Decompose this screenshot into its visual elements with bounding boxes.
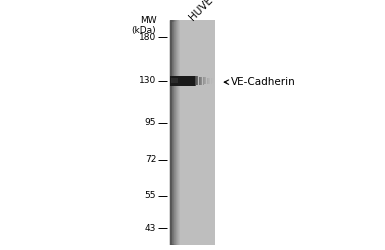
Bar (204, 77, 205, 84)
Bar (170, 20, 179, 245)
Bar (170, 20, 176, 245)
Text: 180: 180 (139, 33, 156, 42)
Text: 130: 130 (139, 76, 156, 85)
Text: 43: 43 (145, 224, 156, 233)
Bar (170, 20, 172, 245)
Text: MW: MW (140, 16, 156, 25)
Bar (201, 77, 202, 85)
Bar (170, 20, 215, 245)
Bar (170, 20, 178, 245)
Bar (170, 20, 177, 245)
Bar (170, 20, 172, 245)
Text: VE-Cadherin: VE-Cadherin (231, 77, 296, 87)
Text: 72: 72 (145, 155, 156, 164)
Bar (170, 20, 174, 245)
Bar (170, 20, 175, 245)
Bar (170, 20, 179, 245)
Text: HUVEC: HUVEC (187, 0, 220, 23)
Bar (170, 20, 179, 245)
Bar (170, 20, 173, 245)
Bar (170, 20, 177, 245)
Bar (170, 20, 172, 245)
Bar (170, 20, 173, 245)
Bar (170, 20, 174, 245)
Bar (170, 20, 179, 245)
Bar (170, 20, 171, 245)
Text: 95: 95 (145, 118, 156, 127)
Bar (213, 78, 214, 83)
Bar (205, 77, 206, 84)
Bar (170, 20, 176, 245)
Bar (195, 76, 196, 86)
Bar (170, 20, 177, 245)
Bar (211, 78, 212, 84)
Bar (170, 20, 172, 245)
Bar (196, 76, 197, 85)
Bar (170, 20, 177, 245)
Bar (200, 77, 201, 85)
Bar (170, 20, 176, 245)
Bar (170, 20, 173, 245)
Bar (209, 78, 210, 84)
Bar (212, 78, 213, 84)
Bar (170, 20, 171, 245)
Bar (170, 20, 178, 245)
Bar (170, 76, 195, 86)
Bar (171, 78, 178, 83)
Bar (170, 20, 175, 245)
Bar (207, 78, 208, 84)
Bar (170, 20, 176, 245)
Text: 55: 55 (145, 191, 156, 200)
Text: (kDa): (kDa) (132, 26, 156, 35)
Bar (170, 20, 175, 245)
Bar (208, 78, 209, 84)
Bar (170, 20, 171, 245)
Bar (170, 20, 174, 245)
Bar (203, 77, 204, 84)
